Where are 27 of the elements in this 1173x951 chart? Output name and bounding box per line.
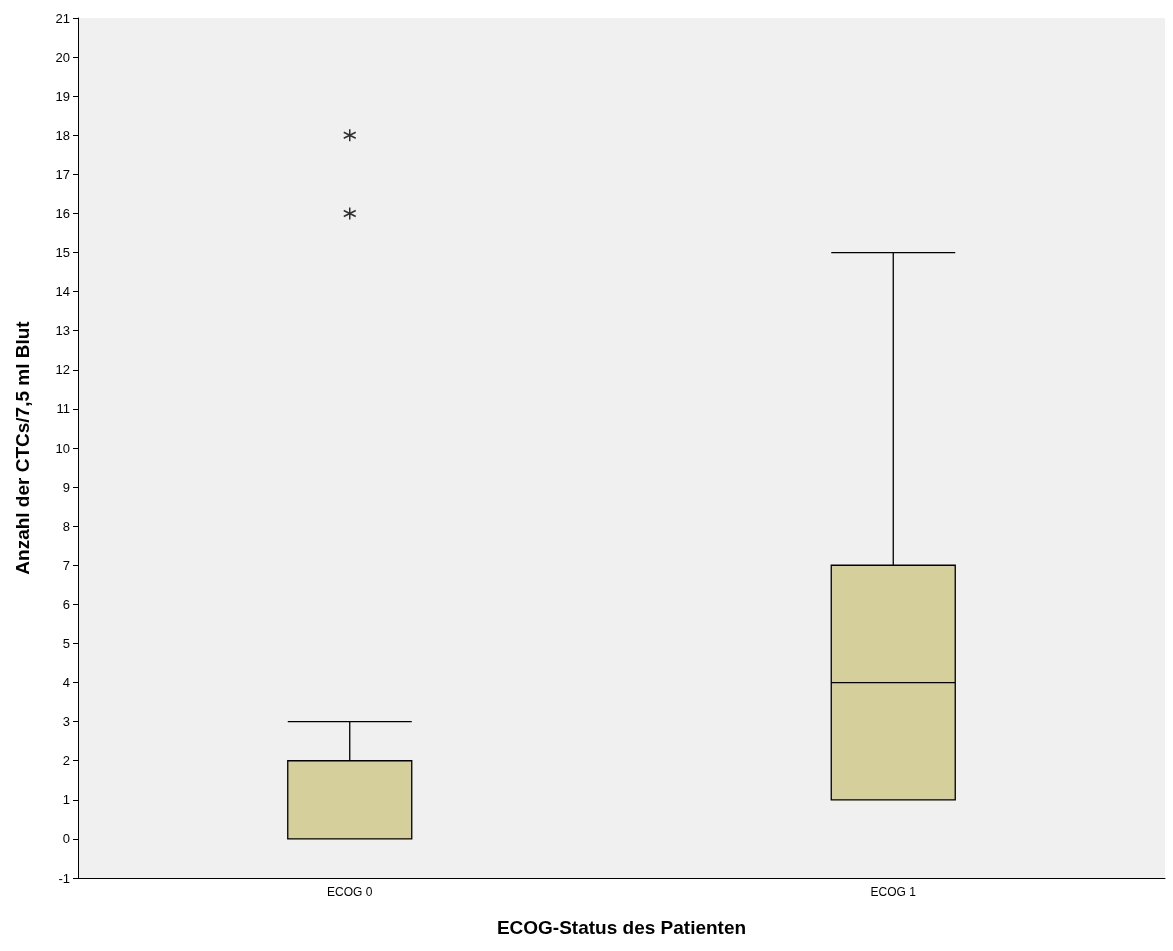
y-tick-label: 16 (55, 205, 70, 221)
y-tick-label: 10 (55, 440, 70, 456)
y-tick-label: 7 (62, 557, 70, 573)
y-tick-label: 6 (62, 596, 70, 612)
y-tick-label: 4 (62, 675, 70, 691)
y-axis-title: Anzahl der CTCs/7,5 ml Blut (12, 320, 33, 575)
y-tick-label: 8 (62, 518, 70, 534)
y-tick-label: 3 (62, 714, 70, 730)
y-tick-label: 9 (62, 479, 70, 495)
y-tick-label: 12 (55, 362, 70, 378)
y-tick-label: 0 (62, 831, 70, 847)
y-tick-label: 5 (62, 635, 70, 651)
y-tick-label: 11 (56, 401, 70, 417)
x-axis-title: ECOG-Status des Patienten (496, 917, 747, 938)
y-tick-label: 19 (55, 88, 70, 104)
y-tick-label: 21 (55, 10, 70, 26)
y-tick-label: 2 (62, 753, 70, 769)
y-tick-label: 18 (55, 127, 70, 143)
y-tick-label: 17 (55, 166, 70, 182)
y-tick-label: 14 (55, 284, 70, 300)
y-tick-label: 20 (55, 49, 70, 65)
y-tick-label: 13 (55, 323, 70, 339)
x-tick-label: ECOG 0 (327, 885, 373, 899)
y-tick-label: 1 (62, 792, 70, 808)
y-tick-label: 15 (55, 245, 70, 261)
x-tick-label: ECOG 1 (870, 885, 917, 899)
y-tick-label: -1 (58, 870, 70, 886)
